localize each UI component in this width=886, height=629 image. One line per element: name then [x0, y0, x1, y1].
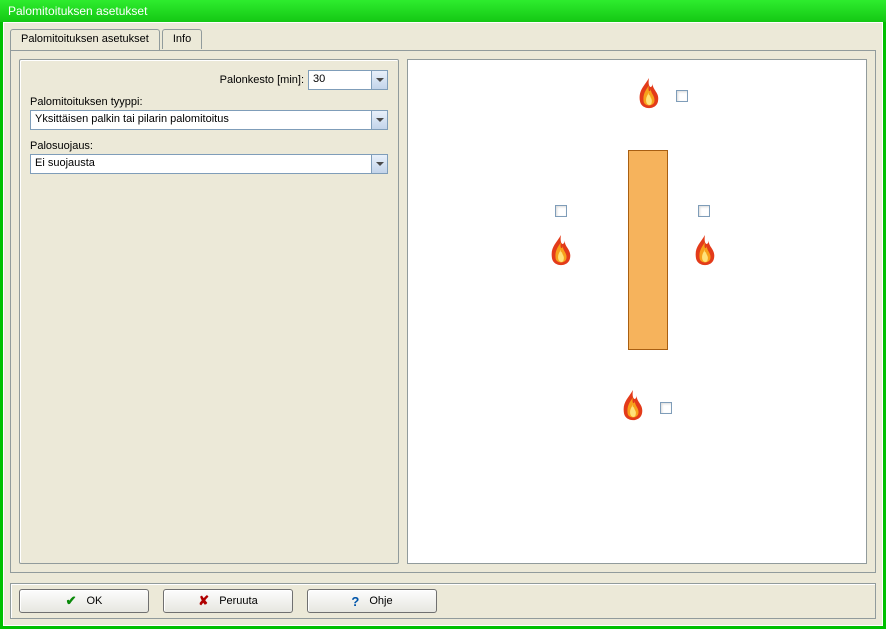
settings-pane: Palonkesto [min]: 30 Palomitoituksen tyy… — [19, 59, 399, 564]
fire-icon — [618, 390, 648, 426]
window-body: Palomitoituksen asetukset Info Palonkest… — [3, 22, 883, 626]
type-value: Yksittäisen palkin tai pilarin palomitoi… — [31, 111, 371, 129]
type-select[interactable]: Yksittäisen palkin tai pilarin palomitoi… — [30, 110, 388, 130]
tab-info[interactable]: Info — [162, 29, 202, 49]
chevron-down-icon — [371, 111, 387, 129]
checkbox-top[interactable] — [676, 90, 688, 102]
chevron-down-icon — [371, 155, 387, 173]
button-bar: ✔ OK ✘ Peruuta ? Ohje — [10, 583, 876, 619]
help-label: Ohje — [369, 595, 392, 607]
question-icon: ? — [351, 594, 359, 609]
tab-info-label: Info — [173, 33, 191, 45]
title-bar: Palomitoituksen asetukset — [0, 0, 886, 22]
cross-icon: ✘ — [198, 593, 209, 609]
duration-select[interactable]: 30 — [308, 70, 388, 90]
chevron-down-icon — [371, 71, 387, 89]
protection-label: Palosuojaus: — [30, 140, 388, 152]
tab-settings-label: Palomitoituksen asetukset — [21, 33, 149, 45]
help-button[interactable]: ? Ohje — [307, 589, 437, 613]
cancel-button[interactable]: ✘ Peruuta — [163, 589, 293, 613]
fire-icon — [634, 78, 664, 114]
window-title: Palomitoituksen asetukset — [8, 4, 147, 18]
checkbox-left[interactable] — [555, 205, 567, 217]
ok-label: OK — [87, 595, 103, 607]
checkbox-bottom[interactable] — [660, 402, 672, 414]
duration-row: Palonkesto [min]: 30 — [30, 70, 388, 90]
protection-value: Ei suojausta — [31, 155, 371, 173]
check-icon: ✔ — [66, 593, 77, 609]
diagram-pane — [407, 59, 867, 564]
beam-section — [628, 150, 668, 350]
tab-strip: Palomitoituksen asetukset Info — [10, 29, 876, 51]
cancel-label: Peruuta — [219, 595, 258, 607]
fire-icon — [546, 235, 576, 271]
duration-value: 30 — [309, 71, 371, 89]
tab-settings[interactable]: Palomitoituksen asetukset — [10, 29, 160, 50]
ok-button[interactable]: ✔ OK — [19, 589, 149, 613]
protection-select[interactable]: Ei suojausta — [30, 154, 388, 174]
tab-panel: Palonkesto [min]: 30 Palomitoituksen tyy… — [10, 50, 876, 573]
fire-icon — [690, 235, 720, 271]
type-label: Palomitoituksen tyyppi: — [30, 96, 388, 108]
checkbox-right[interactable] — [698, 205, 710, 217]
duration-label: Palonkesto [min]: — [30, 74, 308, 86]
